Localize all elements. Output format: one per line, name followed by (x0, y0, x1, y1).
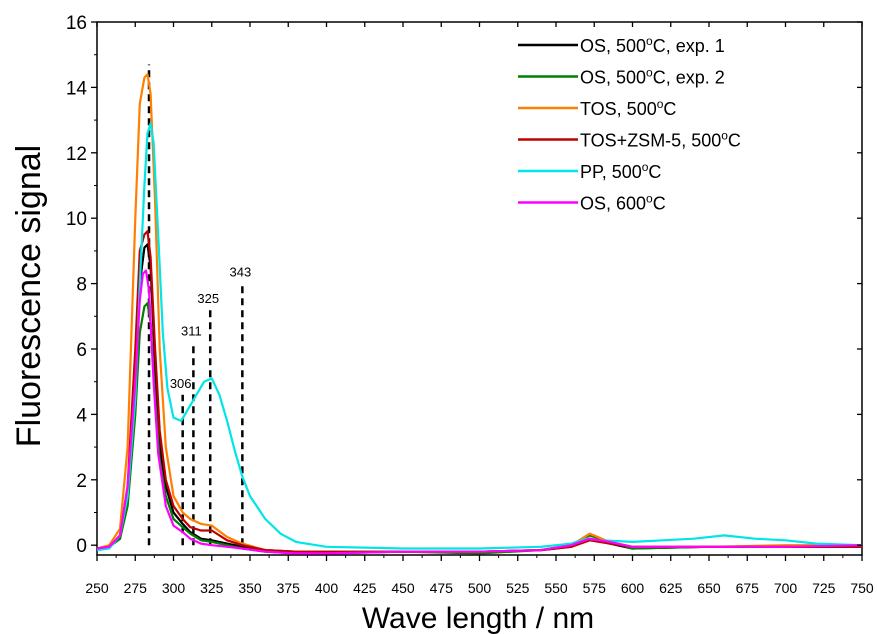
series-line-os_500_exp2 (96, 302, 862, 555)
legend-label-os_500_exp1: OS, 500oC, exp. 1 (580, 34, 725, 56)
legend-label-pp_500: PP, 500oC (580, 160, 661, 182)
legend-label-tos_500: TOS, 500oC (580, 97, 676, 119)
peak-marker-label: 306 (170, 376, 192, 391)
x-tick-label: 575 (583, 580, 607, 596)
y-tick-label: 6 (76, 340, 87, 361)
y-tick-label: 10 (66, 209, 87, 230)
x-tick-label: 675 (736, 580, 760, 596)
x-tick-label: 475 (430, 580, 454, 596)
x-tick-label: 750 (850, 580, 874, 596)
x-tick-label: 275 (124, 580, 148, 596)
legend-label-os_500_exp2: OS, 500oC, exp. 2 (580, 66, 725, 88)
x-tick-label: 525 (506, 580, 530, 596)
x-tick-label: 700 (774, 580, 798, 596)
peak-marker-label: 343 (229, 265, 251, 280)
series-layer (96, 73, 863, 555)
x-tick-label: 650 (697, 580, 721, 596)
x-tick-label: 425 (353, 580, 377, 596)
x-axis-title: Wave length / nm (362, 602, 594, 634)
plot-frame (96, 21, 863, 556)
x-tick-label: 625 (659, 580, 683, 596)
peak-marker-label: 311 (181, 323, 202, 338)
legend-label-tos_zsm5_500: TOS+ZSM-5, 500oC (580, 129, 741, 151)
peak-marker-label: 325 (197, 291, 219, 306)
y-tick-label: 4 (76, 405, 87, 426)
y-tick-label: 14 (66, 78, 88, 99)
x-tick-label: 550 (544, 580, 568, 596)
x-tick-label: 300 (162, 580, 186, 596)
x-tick-label: 400 (315, 580, 339, 596)
x-tick-label: 500 (468, 580, 492, 596)
x-tick-label: 325 (200, 580, 224, 596)
legend: OS, 500oC, exp. 1 OS, 500oC, exp. 2 TOS, 5… (518, 34, 741, 214)
plot-area (96, 21, 863, 556)
series-line-os_600 (96, 269, 863, 555)
y-tick-label: 16 (66, 13, 87, 34)
axes: 250 275 300 325 350 375 400 425 450 475 500 525 550 5… (66, 13, 874, 596)
y-tick-label: 0 (76, 536, 87, 557)
x-tick-label: 250 (85, 580, 109, 596)
series-line-tos_500 (96, 73, 862, 553)
x-tick-label: 450 (391, 580, 415, 596)
x-tick-label: 725 (812, 580, 836, 596)
x-tick-label: 350 (238, 580, 262, 596)
y-tick-label: 8 (76, 275, 87, 296)
y-tick-label: 12 (66, 144, 87, 165)
y-axis-title: Fluorescence signal (10, 145, 48, 447)
series-line-tos_zsm5_500 (96, 230, 862, 553)
y-tick-label: 2 (76, 471, 87, 492)
legend-label-os_600: OS, 600oC (580, 192, 666, 214)
x-tick-label: 600 (621, 580, 645, 596)
series-line-pp_500 (96, 122, 863, 552)
x-tick-label: 375 (277, 580, 301, 596)
